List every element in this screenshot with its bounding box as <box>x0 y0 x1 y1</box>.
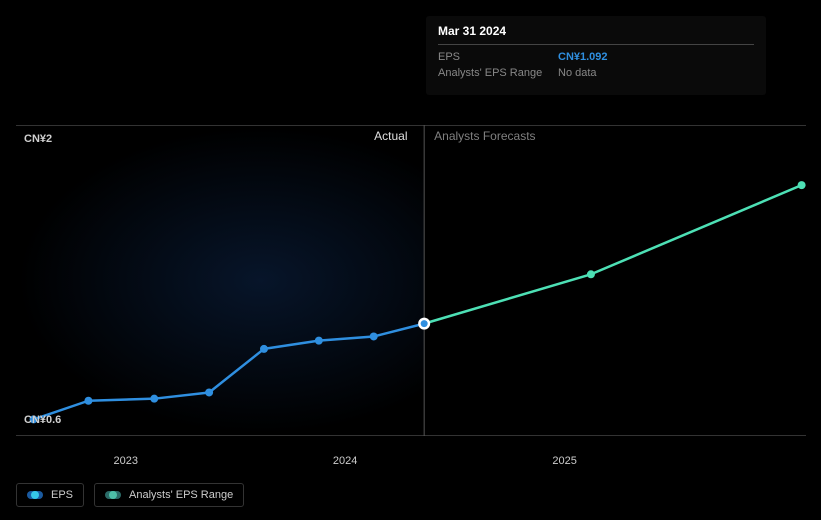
tooltip-title: Mar 31 2024 <box>438 24 754 45</box>
tooltip-value: CN¥1.092 <box>558 51 608 63</box>
y-axis-label-top: CN¥2 <box>24 133 52 145</box>
legend-swatch-icon <box>105 491 121 499</box>
x-axis-tick: 2025 <box>552 455 576 467</box>
legend-label: EPS <box>51 489 73 501</box>
legend-swatch-icon <box>27 491 43 499</box>
eps-chart: Actual Analysts Forecasts CN¥2 CN¥0.6 20… <box>0 0 821 520</box>
chart-svg <box>16 125 806 436</box>
chart-legend: EPS Analysts' EPS Range <box>16 483 244 507</box>
tooltip-value: No data <box>558 67 597 79</box>
x-axis-tick: 2023 <box>113 455 137 467</box>
y-axis-label-bottom: CN¥0.6 <box>24 414 61 426</box>
tooltip-key: Analysts' EPS Range <box>438 67 558 79</box>
tooltip-row-eps: EPS CN¥1.092 <box>438 49 754 65</box>
legend-label: Analysts' EPS Range <box>129 489 233 501</box>
tooltip-key: EPS <box>438 51 558 63</box>
legend-item-analysts-range[interactable]: Analysts' EPS Range <box>94 483 244 507</box>
x-axis-tick: 2024 <box>333 455 357 467</box>
legend-item-eps[interactable]: EPS <box>16 483 84 507</box>
chart-tooltip: Mar 31 2024 EPS CN¥1.092 Analysts' EPS R… <box>426 16 766 95</box>
tooltip-row-range: Analysts' EPS Range No data <box>438 65 754 81</box>
